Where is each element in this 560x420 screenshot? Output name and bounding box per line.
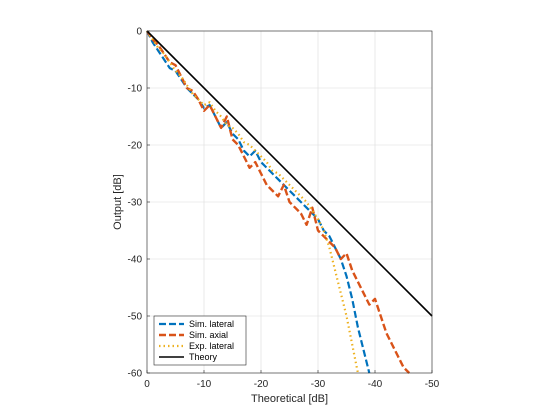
x-tick-label: 0 <box>144 379 150 390</box>
series-line-3 <box>146 30 433 317</box>
legend-label: Sim. axial <box>189 330 228 340</box>
y-tick-label: -40 <box>128 255 143 266</box>
x-tick-label: -10 <box>197 379 212 390</box>
legend-label: Theory <box>189 352 218 362</box>
legend-label: Exp. lateral <box>189 341 234 351</box>
y-tick-label: 0 <box>136 27 142 38</box>
legend-label: Sim. lateral <box>189 319 234 329</box>
y-axis-title: Output [dB] <box>112 174 124 230</box>
y-tick-label: -20 <box>128 141 143 152</box>
x-tick-label: -50 <box>425 379 440 390</box>
x-tick-label: -30 <box>311 379 326 390</box>
series-line-1 <box>146 30 411 374</box>
x-axis-title: Theoretical [dB] <box>251 393 328 405</box>
series-layer <box>146 30 433 374</box>
y-tick-label: -60 <box>128 369 143 380</box>
x-tick-label: -20 <box>254 379 269 390</box>
y-tick-label: -50 <box>128 312 143 323</box>
series-line-2 <box>146 30 359 374</box>
y-tick-label: -10 <box>128 84 143 95</box>
y-tick-label: -30 <box>128 198 143 209</box>
ticks: 0 -10 -20 -30 -40 -50 0 -10 -20 -30 -40 -50 -60 <box>128 27 440 391</box>
x-tick-label: -40 <box>368 379 383 390</box>
